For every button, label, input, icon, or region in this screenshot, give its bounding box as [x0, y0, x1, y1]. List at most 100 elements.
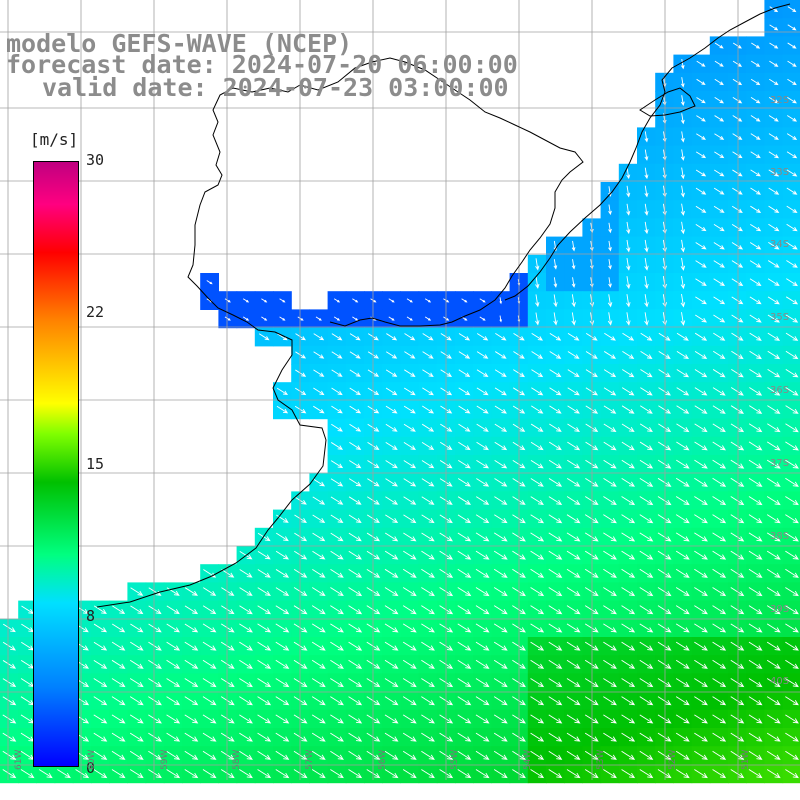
wind-arrow [644, 221, 649, 235]
wind-arrow [748, 441, 763, 451]
wind-arrow [712, 496, 727, 506]
wind-arrow [749, 260, 762, 268]
wind-arrow [676, 350, 689, 360]
wind-arrow [311, 641, 326, 651]
wind-arrow [675, 678, 690, 688]
wind-arrow [676, 459, 690, 469]
wind-arrow [275, 532, 289, 542]
wind-arrow [257, 732, 272, 742]
wind-arrow [712, 641, 727, 651]
lon-label: 56W [378, 749, 388, 770]
wind-arrow [549, 405, 562, 414]
wind-arrow [403, 532, 417, 542]
wind-arrow [785, 314, 799, 323]
wind-arrow [258, 333, 270, 341]
wind-arrow [548, 459, 562, 469]
wind-arrow [475, 696, 490, 706]
wind-arrow [766, 568, 781, 578]
wind-arrow [608, 204, 612, 216]
wind-arrow [93, 732, 108, 742]
wind-arrow [239, 714, 253, 724]
wind-arrow [675, 568, 690, 578]
lat-label: 39S [770, 604, 790, 615]
wind-arrow [787, 96, 797, 104]
wind-arrow [458, 423, 471, 432]
lon-label: 55W [450, 749, 460, 770]
wind-arrow [571, 294, 576, 308]
wind-arrow [548, 478, 563, 487]
wind-arrow [276, 405, 289, 414]
wind-arrow [603, 550, 617, 560]
wind-arrow [639, 532, 654, 542]
wind-arrow [566, 714, 581, 724]
wind-arrow [384, 605, 399, 615]
wind-arrow [457, 550, 472, 560]
wind-arrow [750, 60, 761, 67]
wind-arrow [475, 641, 490, 651]
wind-arrow [202, 750, 217, 760]
wind-arrow [694, 678, 708, 688]
wind-arrow [531, 405, 544, 414]
wind-arrow [694, 332, 708, 341]
wind-arrow [675, 587, 690, 597]
wind-arrow [348, 750, 363, 760]
wind-arrow [621, 477, 635, 487]
wind-arrow [787, 115, 798, 122]
wind-arrow [712, 405, 726, 414]
wind-arrow [535, 258, 540, 271]
wind-arrow [475, 769, 490, 779]
wind-arrow [785, 714, 799, 724]
wind-arrow [566, 696, 581, 706]
wind-cell [782, 182, 800, 201]
wind-arrow [714, 97, 724, 104]
wind-arrow [680, 59, 685, 70]
wind-arrow [749, 369, 763, 378]
wind-cell [782, 382, 800, 401]
wind-arrow [129, 714, 144, 724]
wind-arrow [421, 532, 435, 542]
wind-arrow [421, 623, 435, 633]
wind-arrow [712, 550, 727, 560]
wind-arrow [275, 732, 290, 742]
wind-arrow [553, 294, 558, 308]
wind-arrow [388, 316, 395, 321]
wind-arrow [493, 769, 508, 779]
wind-cell [782, 509, 800, 529]
wind-arrow [276, 387, 289, 396]
wind-arrow [531, 351, 544, 359]
wind-arrow [766, 769, 781, 779]
wind-arrow [621, 623, 636, 633]
wind-arrow [603, 405, 617, 414]
wind-arrow [713, 187, 725, 195]
wind-arrow [680, 312, 686, 326]
wind-arrow [621, 568, 636, 578]
wind-arrow [148, 732, 162, 742]
wind-arrow [767, 423, 781, 433]
wind-arrow [766, 459, 781, 469]
wind-arrow [730, 514, 745, 524]
wind-arrow [603, 769, 617, 779]
wind-arrow [712, 714, 727, 724]
wind-arrow [714, 42, 724, 49]
wind-arrow [768, 187, 780, 195]
wind-arrow [766, 696, 781, 706]
wind-arrow [748, 532, 763, 542]
wind-arrow [696, 60, 706, 67]
wind-arrow [730, 732, 745, 742]
wind-arrow [312, 496, 326, 505]
wind-arrow [694, 550, 708, 560]
wind-arrow [184, 587, 198, 596]
wind-arrow [639, 696, 654, 706]
wind-arrow [330, 732, 344, 742]
wind-arrow [348, 587, 363, 597]
wind-arrow [385, 460, 398, 469]
wind-arrow [384, 750, 399, 760]
wind-arrow [766, 532, 781, 542]
wind-arrow [495, 333, 507, 341]
wind-arrow [148, 769, 162, 779]
wind-arrow [535, 294, 540, 308]
wind-arrow [680, 95, 685, 106]
wind-arrow [111, 659, 126, 669]
wind-arrow [585, 478, 599, 487]
wind-arrow [712, 477, 727, 487]
